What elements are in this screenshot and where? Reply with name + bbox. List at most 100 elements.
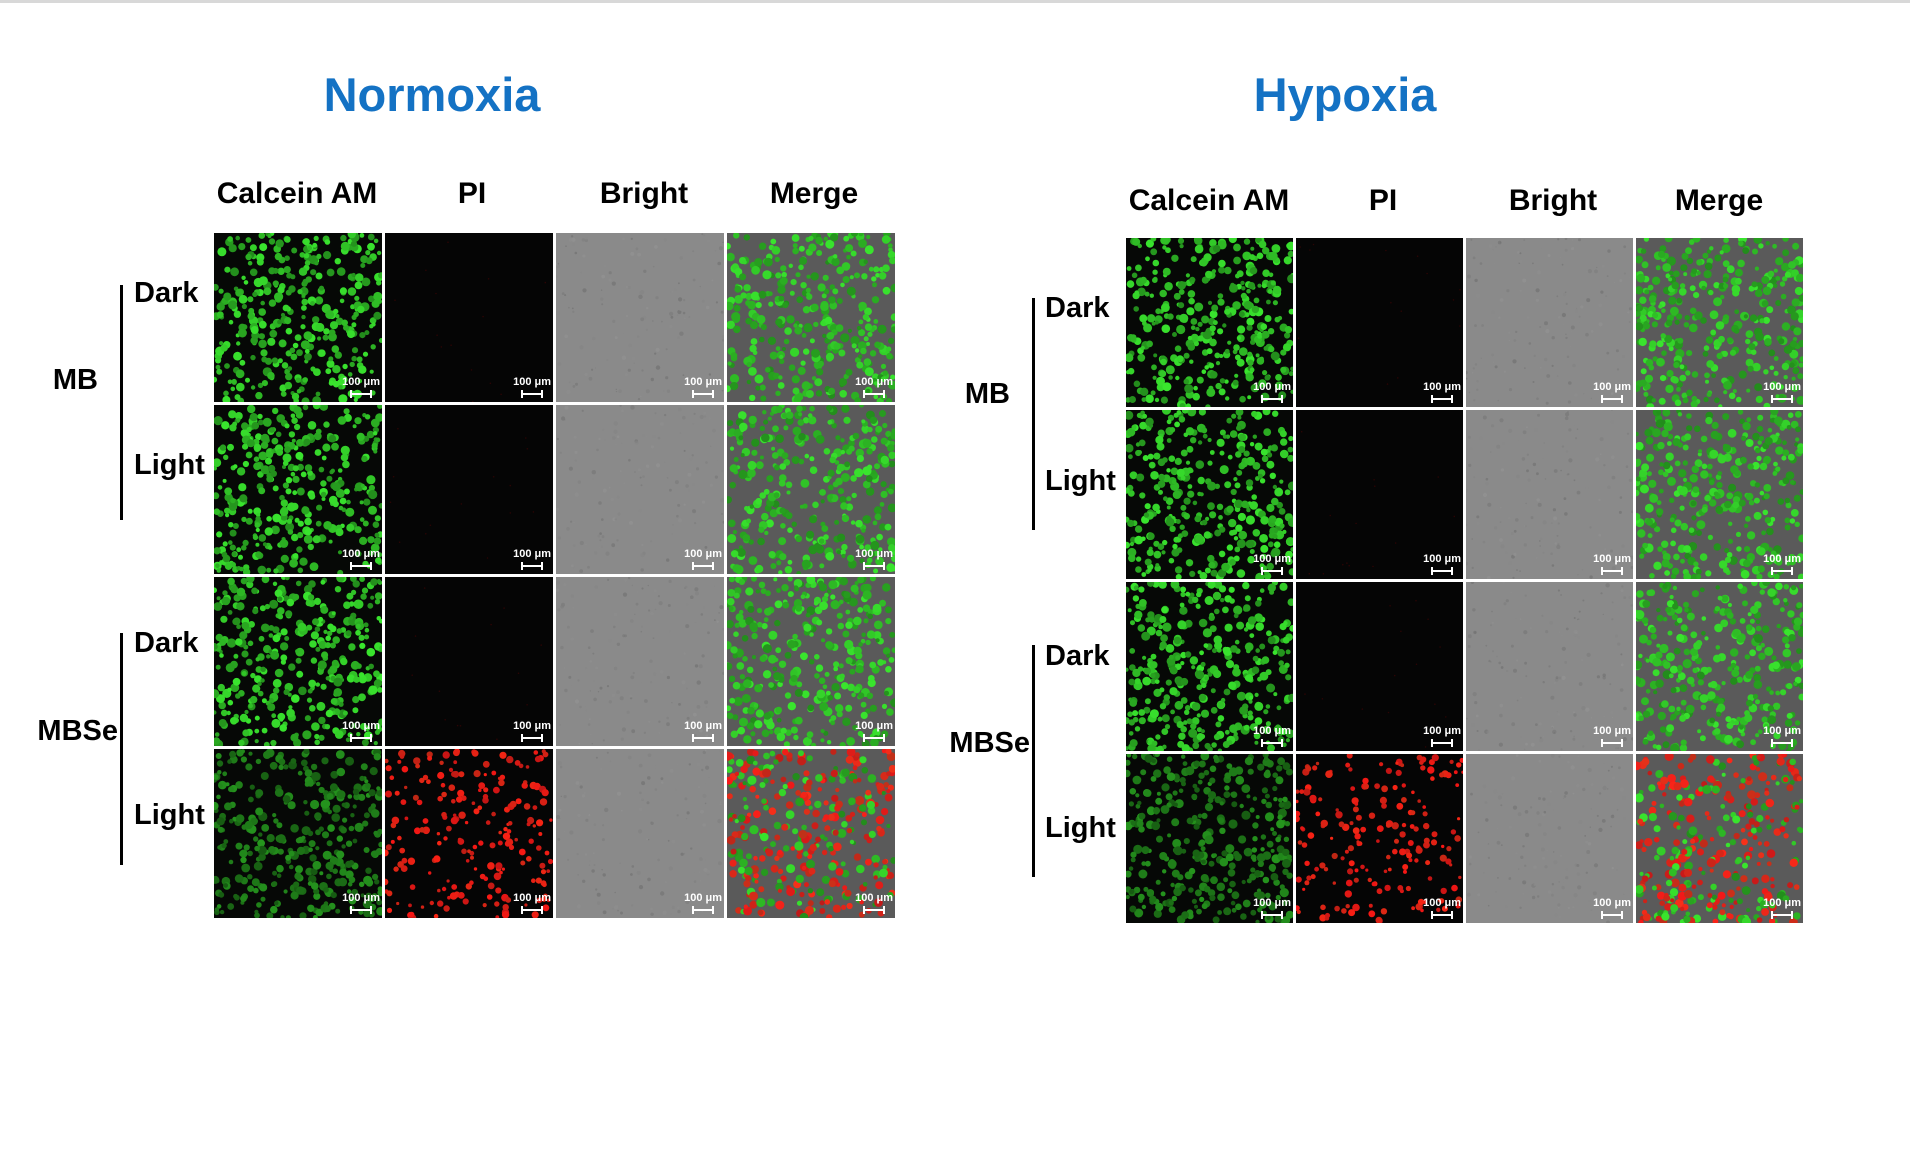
hypoxia-column-header: Calcein AM: [1128, 184, 1290, 217]
hypoxia-condition-label: Light: [1045, 812, 1116, 844]
scale-bar: [350, 734, 372, 742]
scale-bar: [521, 906, 543, 914]
hypoxia-image-bright: 100 μm: [1466, 582, 1633, 751]
normoxia-image-merge: 100 μm: [727, 577, 895, 746]
normoxia-image-calcein: 100 μm: [214, 405, 382, 574]
scale-bar-label: 100 μm: [855, 376, 893, 388]
scale-bar: [1771, 395, 1793, 403]
scale-bar: [1261, 739, 1283, 747]
normoxia-panel-title: Normoxia: [323, 68, 541, 121]
scale-bar-label: 100 μm: [1593, 553, 1631, 565]
hypoxia-image-merge: 100 μm: [1636, 582, 1803, 751]
scale-bar: [1431, 739, 1453, 747]
scale-bar: [692, 390, 714, 398]
scale-bar: [692, 906, 714, 914]
scale-bar-label: 100 μm: [1763, 381, 1801, 393]
hypoxia-image-pi: 100 μm: [1296, 238, 1463, 407]
hypoxia-condition-label: Dark: [1045, 640, 1110, 672]
hypoxia-group-label: MBSe: [949, 727, 1030, 759]
normoxia-condition-label: Light: [134, 799, 205, 831]
scale-bar: [1771, 739, 1793, 747]
hypoxia-image-bright: 100 μm: [1466, 238, 1633, 407]
scale-bar-label: 100 μm: [513, 892, 551, 904]
hypoxia-image-merge: 100 μm: [1636, 410, 1803, 579]
scale-bar: [1601, 911, 1623, 919]
scale-bar: [350, 390, 372, 398]
normoxia-column-header: PI: [457, 177, 487, 210]
scale-bar-label: 100 μm: [1423, 725, 1461, 737]
scale-bar: [1601, 395, 1623, 403]
hypoxia-group-bracket: [1032, 645, 1035, 877]
scale-bar: [1261, 567, 1283, 575]
scale-bar: [521, 734, 543, 742]
normoxia-image-pi: 100 μm: [385, 577, 553, 746]
hypoxia-image-bright: 100 μm: [1466, 410, 1633, 579]
scale-bar-label: 100 μm: [1253, 553, 1291, 565]
normoxia-condition-label: Dark: [134, 627, 199, 659]
normoxia-condition-label: Light: [134, 449, 205, 481]
hypoxia-condition-label: Dark: [1045, 292, 1110, 324]
hypoxia-image-calcein: 100 μm: [1126, 238, 1293, 407]
scale-bar-label: 100 μm: [855, 720, 893, 732]
normoxia-image-pi: 100 μm: [385, 749, 553, 918]
scale-bar-label: 100 μm: [513, 376, 551, 388]
scale-bar-label: 100 μm: [855, 892, 893, 904]
normoxia-image-merge: 100 μm: [727, 233, 895, 402]
normoxia-image-calcein: 100 μm: [214, 233, 382, 402]
normoxia-image-pi: 100 μm: [385, 405, 553, 574]
scale-bar-label: 100 μm: [855, 548, 893, 560]
scale-bar-label: 100 μm: [1763, 897, 1801, 909]
normoxia-image-calcein: 100 μm: [214, 577, 382, 746]
scale-bar: [863, 906, 885, 914]
normoxia-image-bright: 100 μm: [556, 577, 724, 746]
normoxia-image-merge: 100 μm: [727, 749, 895, 918]
scale-bar-label: 100 μm: [1593, 381, 1631, 393]
hypoxia-image-pi: 100 μm: [1296, 410, 1463, 579]
normoxia-condition-label: Dark: [134, 277, 199, 309]
scale-bar-label: 100 μm: [1423, 553, 1461, 565]
hypoxia-image-pi: 100 μm: [1296, 754, 1463, 923]
top-border-line: [0, 0, 1910, 3]
scale-bar: [863, 734, 885, 742]
scale-bar-label: 100 μm: [1253, 897, 1291, 909]
hypoxia-image-pi: 100 μm: [1296, 582, 1463, 751]
hypoxia-condition-label: Light: [1045, 465, 1116, 497]
normoxia-group-bracket: [120, 285, 123, 520]
scale-bar-label: 100 μm: [342, 892, 380, 904]
hypoxia-image-merge: 100 μm: [1636, 754, 1803, 923]
normoxia-image-pi: 100 μm: [385, 233, 553, 402]
scale-bar-label: 100 μm: [342, 720, 380, 732]
scale-bar-label: 100 μm: [684, 548, 722, 560]
scale-bar-label: 100 μm: [1763, 725, 1801, 737]
hypoxia-panel-title: Hypoxia: [1253, 68, 1437, 121]
hypoxia-image-bright: 100 μm: [1466, 754, 1633, 923]
scale-bar: [692, 562, 714, 570]
scale-bar-label: 100 μm: [1593, 897, 1631, 909]
normoxia-column-header: Bright: [599, 177, 689, 210]
scale-bar-label: 100 μm: [342, 548, 380, 560]
normoxia-group-label: MB: [52, 364, 98, 396]
scale-bar: [1431, 567, 1453, 575]
normoxia-image-bright: 100 μm: [556, 233, 724, 402]
scale-bar: [863, 562, 885, 570]
normoxia-image-calcein: 100 μm: [214, 749, 382, 918]
scale-bar-label: 100 μm: [342, 376, 380, 388]
scale-bar: [521, 390, 543, 398]
hypoxia-group-label: MB: [964, 378, 1010, 410]
scale-bar-label: 100 μm: [513, 548, 551, 560]
scale-bar: [350, 562, 372, 570]
scale-bar: [1261, 911, 1283, 919]
scale-bar-label: 100 μm: [1763, 553, 1801, 565]
scale-bar-label: 100 μm: [513, 720, 551, 732]
scale-bar-label: 100 μm: [684, 892, 722, 904]
scale-bar-label: 100 μm: [684, 720, 722, 732]
normoxia-image-bright: 100 μm: [556, 749, 724, 918]
scale-bar: [1601, 739, 1623, 747]
scale-bar: [1771, 911, 1793, 919]
scale-bar: [521, 562, 543, 570]
scale-bar-label: 100 μm: [1423, 381, 1461, 393]
scale-bar: [1431, 395, 1453, 403]
scale-bar: [1601, 567, 1623, 575]
scale-bar-label: 100 μm: [1253, 725, 1291, 737]
scale-bar: [692, 734, 714, 742]
